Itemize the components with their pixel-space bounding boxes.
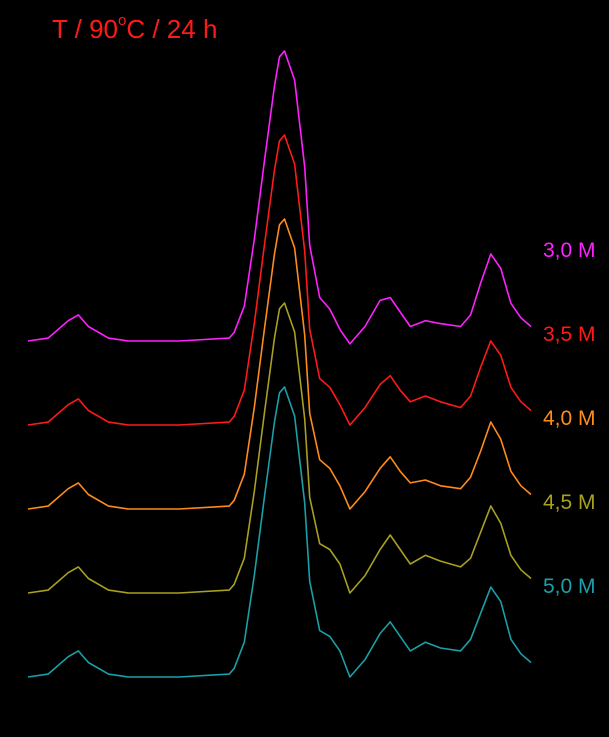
chart-title: T / 90oC / 24 h	[52, 12, 218, 45]
series-line-4	[27, 302, 532, 594]
series-label-3: 4,0 M	[543, 407, 596, 430]
series-label-5: 5,0 M	[543, 575, 596, 598]
series-line-2	[27, 134, 532, 426]
series-label-2: 3,5 M	[543, 323, 596, 346]
series-label-1: 3,0 M	[543, 239, 596, 262]
title-prefix: T / 90	[52, 14, 119, 44]
series-line-3	[27, 218, 532, 510]
title-degree: o	[118, 12, 127, 29]
title-suffix: C / 24 h	[126, 14, 218, 44]
series-label-4: 4,5 M	[543, 491, 596, 514]
series-line-1	[27, 50, 532, 345]
series-line-5	[27, 386, 532, 678]
